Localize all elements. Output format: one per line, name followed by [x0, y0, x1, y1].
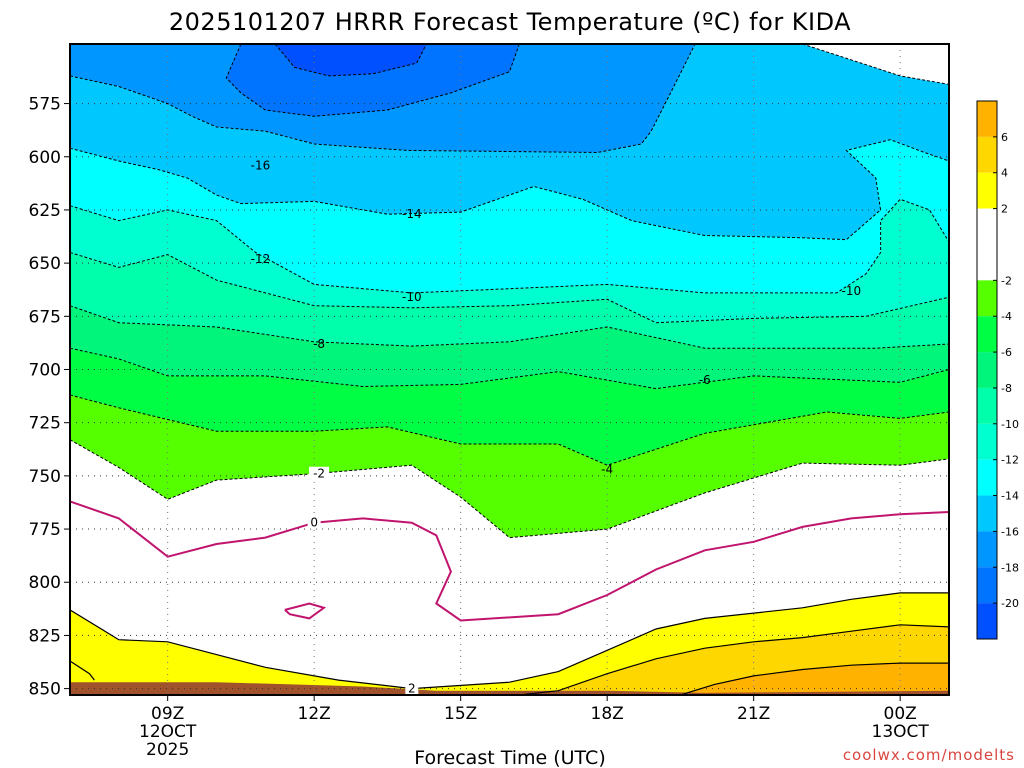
colorbar-swatch-12	[977, 567, 997, 604]
colorbar-swatch-8	[977, 423, 997, 460]
filled-band-9	[70, 395, 949, 538]
colorbar-swatch-11	[977, 531, 997, 568]
x-tick-label: 2025	[146, 740, 189, 760]
colorbar-swatch-1	[977, 136, 997, 173]
contour-line-3	[70, 139, 949, 241]
colorbar-swatch-6	[977, 352, 997, 388]
colorbar-swatch-3	[977, 208, 997, 281]
colorbar-swatch-4	[977, 280, 997, 317]
contour-label-3: -10	[402, 290, 422, 304]
axes: 57560062565067570072575077580082585009Z1…	[29, 43, 950, 760]
colorbar-frame	[976, 100, 998, 640]
filled-band-5	[70, 199, 949, 323]
x-tick-label: 18Z	[591, 704, 624, 724]
contour-line-1	[225, 44, 520, 117]
colorbar-tick-label: -10	[1001, 418, 1019, 431]
colorbar-swatch-9	[977, 459, 997, 496]
contour-line-6	[70, 252, 949, 324]
y-tick-label: 650	[29, 254, 61, 274]
colorbar-tick-label: -14	[1001, 490, 1019, 503]
filled-band-12	[680, 663, 949, 695]
colorbar-swatch-5	[977, 316, 997, 353]
contour-label-7: -4	[601, 462, 613, 476]
colorbar-tick-label: 6	[1001, 131, 1008, 144]
colorbar-swatch-10	[977, 495, 997, 532]
contour-line-7	[70, 305, 949, 349]
y-tick-label: 575	[29, 95, 61, 115]
colorbar: 6 4 2 -2 -4 -6 -8 -10 -12 -14 -16 -18 -20	[976, 100, 1019, 640]
plot-area: -16 -14 -12 -10 -10 -8 -6 -4 -2 0 2	[70, 44, 949, 696]
filled-band-2	[275, 44, 427, 76]
colorbar-tick-label: -18	[1001, 561, 1019, 574]
contour-label-bg	[405, 681, 419, 695]
warm-contour-line-1	[70, 660, 95, 681]
contour-label-1: -14	[402, 207, 422, 221]
contour-line-0	[274, 44, 427, 77]
y-tick-label: 850	[29, 680, 61, 700]
contour-label-2: -12	[251, 252, 271, 266]
colorbar-swatch-7	[977, 387, 997, 424]
contour-label-bg	[309, 466, 330, 480]
y-tick-label: 700	[29, 361, 61, 381]
contour-label-4: -10	[842, 284, 862, 298]
filled-band-13	[70, 682, 949, 695]
contour-label-5: -8	[313, 337, 325, 351]
x-tick-label: 15Z	[444, 704, 477, 724]
contour-label-9: 0	[310, 516, 318, 530]
contour-line-4	[802, 44, 949, 85]
colorbar-tick-label: 2	[1001, 203, 1008, 216]
x-tick-label: 21Z	[737, 704, 770, 724]
colorbar-swatch-13	[977, 603, 997, 639]
y-tick-label: 675	[29, 307, 61, 327]
contour-label-0: -16	[251, 158, 271, 172]
x-tick-label: 00Z	[884, 704, 917, 724]
colorbar-tick-label: -2	[1001, 274, 1012, 287]
filled-band-7	[70, 305, 949, 389]
colorbar-tick-label: -6	[1001, 346, 1012, 359]
colorbar-tick-label: -4	[1001, 310, 1012, 323]
contour-line-8	[70, 347, 949, 390]
contour-line-5	[70, 198, 949, 294]
filled-band-8	[70, 348, 949, 466]
colorbar-tick-label: -20	[1001, 597, 1019, 610]
freezing-line-loop	[284, 602, 327, 620]
contour-label-10: 2	[408, 682, 416, 696]
contour-label-6: -6	[699, 373, 711, 387]
warm-contour-line-0	[70, 592, 949, 690]
contour-line-2	[70, 44, 696, 154]
filled-band-4	[70, 139, 949, 293]
y-tick-label: 775	[29, 520, 61, 540]
x-tick-label: 13OCT	[872, 722, 930, 742]
x-tick-label: 12OCT	[139, 722, 197, 742]
x-tick-label: 12Z	[298, 704, 331, 724]
freezing-line	[70, 500, 949, 622]
chart-title: 2025101207 HRRR Forecast Temperature (ºC…	[169, 8, 851, 36]
colorbar-tick-label: -8	[1001, 382, 1012, 395]
warm-contour-line-2	[519, 624, 949, 695]
colorbar-tick-label: -16	[1001, 525, 1019, 538]
y-tick-label: 825	[29, 626, 61, 646]
filled-band-6	[70, 252, 949, 349]
colorbar-tick-label: -12	[1001, 454, 1019, 467]
x-axis-title: Forecast Time (UTC)	[414, 747, 605, 768]
y-tick-label: 600	[29, 148, 61, 168]
colorbar-swatch-2	[977, 172, 997, 209]
contour-line-9	[70, 394, 949, 466]
y-tick-label: 725	[29, 414, 61, 434]
contour-label-8: -2	[313, 467, 325, 481]
y-tick-label: 750	[29, 467, 61, 487]
colorbar-swatch-0	[977, 101, 997, 137]
warm-contour-line-3	[680, 662, 949, 695]
y-tick-label: 800	[29, 573, 61, 593]
y-tick-label: 625	[29, 201, 61, 221]
x-tick-label: 09Z	[151, 704, 184, 724]
contour-line-10	[70, 439, 949, 539]
credit-text: coolwx.com/modelts	[843, 746, 1015, 764]
filled-band-3	[70, 44, 949, 240]
colorbar-tick-label: 4	[1001, 167, 1008, 180]
contour-label-bg	[307, 515, 321, 529]
